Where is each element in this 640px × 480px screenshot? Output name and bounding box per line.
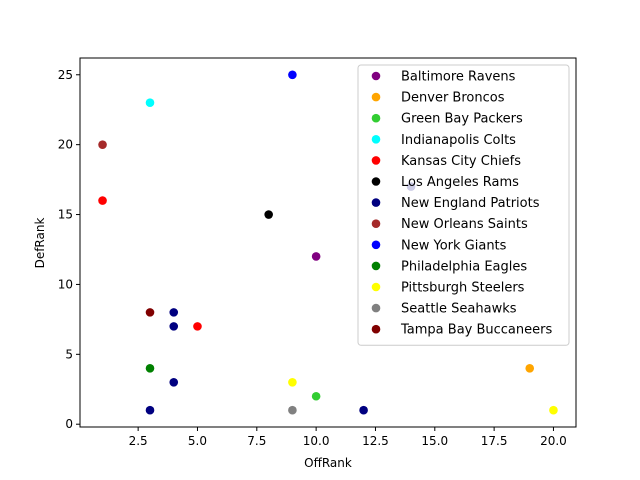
legend-entry: Baltimore Ravens — [401, 70, 516, 85]
legend-marker — [371, 71, 381, 81]
data-point — [288, 405, 297, 415]
data-point — [169, 377, 179, 387]
legend-entry: Philadelphia Eagles — [401, 259, 527, 274]
legend-entry: Tampa Bay Buccaneers — [400, 323, 552, 338]
legend: Baltimore Ravens Denver Broncos Green Bay … — [357, 64, 570, 346]
legend-marker — [371, 198, 381, 207]
legend-entry: Green Bay Packers — [401, 112, 523, 127]
legend-entry: Indianapolis Colts — [401, 133, 516, 148]
y-tick-label: 5 — [65, 347, 73, 361]
y-tick-label: 10 — [58, 277, 73, 291]
y-axis-label: DefRank — [33, 218, 47, 269]
legend-entry: Seattle Seahawks — [401, 302, 517, 317]
y-tick-label: 0 — [65, 417, 73, 431]
legend-box — [357, 64, 570, 346]
x-tick-label: 12.5 — [362, 434, 389, 448]
x-tick-label: 20.0 — [540, 434, 567, 448]
legend-entry: New England Patriots — [401, 196, 540, 211]
data-point — [145, 363, 155, 373]
data-point — [549, 405, 558, 415]
data-point — [311, 252, 321, 261]
data-point — [169, 322, 179, 331]
x-tick-label: 10.0 — [303, 434, 330, 448]
legend-entry: Denver Broncos — [401, 91, 505, 106]
data-point — [359, 405, 368, 415]
data-point — [145, 98, 155, 108]
data-point — [98, 196, 107, 205]
x-tick-label: 2.5 — [129, 434, 148, 448]
data-point — [145, 308, 155, 317]
data-point — [145, 405, 155, 415]
legend-marker — [371, 240, 381, 250]
data-point — [288, 377, 297, 387]
legend-marker — [371, 177, 381, 186]
y-tick-label: 25 — [58, 68, 73, 82]
points-layer — [98, 70, 558, 415]
legend-marker — [371, 282, 381, 292]
x-tick-label: 5.0 — [188, 434, 207, 448]
legend-entry: New York Giants — [401, 238, 507, 253]
y-axis-ticks: 0 5 10 15 20 25 — [58, 68, 80, 431]
data-point — [264, 210, 273, 219]
legend-marker — [371, 219, 381, 228]
data-point — [288, 70, 297, 80]
legend-marker — [371, 135, 381, 144]
legend-marker — [371, 261, 381, 271]
legend-entry: Kansas City Chiefs — [401, 154, 521, 169]
x-tick-label: 15.0 — [421, 434, 448, 448]
x-tick-label: 17.5 — [481, 434, 508, 448]
y-tick-label: 20 — [58, 138, 73, 152]
legend-marker — [371, 92, 381, 102]
data-point — [169, 308, 179, 317]
x-tick-label: 7.5 — [247, 434, 266, 448]
x-axis-ticks: 2.5 5.0 7.5 10.0 12.5 15.0 17.5 20.0 — [129, 427, 567, 448]
legend-marker — [371, 303, 381, 313]
data-point — [525, 363, 535, 373]
plot-frame — [79, 57, 577, 428]
data-point — [98, 140, 107, 149]
legend-entry: New Orleans Saints — [401, 217, 528, 232]
legend-marker — [371, 113, 381, 123]
legend-marker — [371, 324, 381, 334]
legend-entry: Pittsburgh Steelers — [401, 281, 525, 296]
x-axis-label: OffRank — [304, 456, 352, 470]
legend-entry: Los Angeles Rams — [401, 175, 519, 190]
legend-marker — [371, 156, 381, 165]
data-point — [311, 391, 321, 401]
data-point — [193, 322, 202, 331]
y-tick-label: 15 — [58, 208, 73, 222]
